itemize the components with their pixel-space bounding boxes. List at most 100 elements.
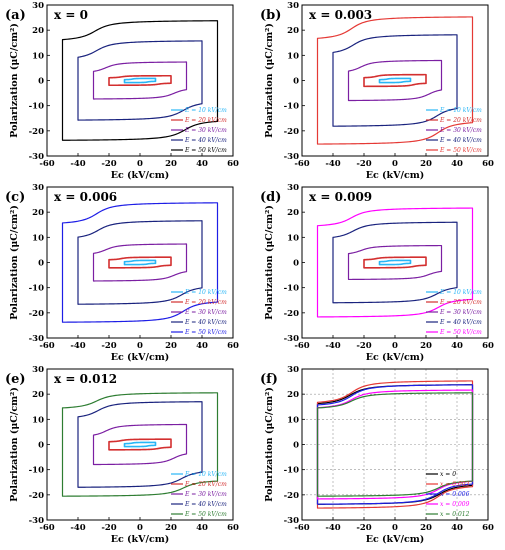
legend-entry: E = 50 kV/cm <box>439 329 482 336</box>
panel-label: (a) <box>5 8 26 23</box>
legend-entry: E = 50 kV/cm <box>184 329 227 336</box>
x-tick-label: 60 <box>227 159 239 169</box>
legend-entry: x = 0.009 <box>440 501 470 508</box>
series-line-2 <box>108 74 172 87</box>
x-tick-label: 60 <box>227 341 239 351</box>
x-tick-label: -20 <box>101 159 116 169</box>
series-line-1 <box>123 441 157 448</box>
y-tick-label: -10 <box>284 102 299 112</box>
y-tick-label: -30 <box>284 334 299 344</box>
panel-title: x = 0.012 <box>54 372 117 386</box>
x-tick-label: 0 <box>137 341 143 351</box>
y-axis-label: Polarization (μC/cm²) <box>264 387 275 502</box>
series-line-5 <box>61 20 219 141</box>
y-axis-label: Polarization (μC/cm²) <box>264 205 275 320</box>
x-axis-label: Ec (kV/cm) <box>366 534 425 545</box>
y-tick-label: -30 <box>29 334 44 344</box>
x-tick-label: -40 <box>70 523 85 533</box>
legend-entry: E = 20 kV/cm <box>184 299 227 306</box>
x-axis-label: Ec (kV/cm) <box>111 352 170 363</box>
y-tick-label: -20 <box>284 127 299 137</box>
x-axis-label: Ec (kV/cm) <box>366 352 425 363</box>
y-tick-label: -10 <box>284 284 299 294</box>
y-tick-label: 20 <box>287 390 299 400</box>
y-tick-label: 10 <box>32 415 44 425</box>
legend-entry: E = 40 kV/cm <box>184 319 227 326</box>
series-line-5 <box>61 202 219 323</box>
series-line-4 <box>316 389 474 500</box>
x-tick-label: 60 <box>227 523 239 533</box>
series-line-5 <box>316 16 474 145</box>
legend-entry: E = 40 kV/cm <box>439 137 482 144</box>
x-tick-label: 0 <box>137 159 143 169</box>
x-tick-label: 20 <box>165 341 177 351</box>
legend-entry: E = 30 kV/cm <box>184 309 227 316</box>
y-tick-label: 0 <box>38 441 44 451</box>
y-tick-label: 30 <box>287 183 299 193</box>
x-tick-label: 40 <box>451 341 463 351</box>
x-tick-label: -20 <box>101 341 116 351</box>
series-line-1 <box>123 259 157 266</box>
y-tick-label: -20 <box>29 491 44 501</box>
legend-entry: E = 50 kV/cm <box>439 147 482 154</box>
x-axis-label: Ec (kV/cm) <box>111 534 170 545</box>
series-line-3 <box>347 59 443 102</box>
y-tick-label: 0 <box>293 259 299 269</box>
y-tick-label: -20 <box>284 491 299 501</box>
x-tick-label: -20 <box>101 523 116 533</box>
legend-entry: E = 10 kV/cm <box>439 107 482 114</box>
panel-title: x = 0.006 <box>54 190 117 204</box>
series-line-5 <box>316 207 474 318</box>
x-tick-label: 60 <box>482 159 494 169</box>
legend-entry: E = 20 kV/cm <box>439 117 482 124</box>
x-tick-label: -20 <box>356 523 371 533</box>
y-tick-label: 10 <box>287 51 299 61</box>
panel-label: (e) <box>5 372 26 387</box>
legend-entry: x = 0.012 <box>440 511 470 518</box>
x-tick-label: -40 <box>325 341 340 351</box>
legend-entry: E = 20 kV/cm <box>184 117 227 124</box>
x-tick-label: 40 <box>451 159 463 169</box>
y-axis-label: Polarization (μC/cm²) <box>9 205 20 320</box>
series-line-2 <box>108 438 172 451</box>
series-line-5 <box>316 392 474 497</box>
y-tick-label: -20 <box>29 127 44 137</box>
series-line-4 <box>332 221 458 304</box>
x-tick-label: 20 <box>165 159 177 169</box>
y-tick-label: -20 <box>284 309 299 319</box>
y-axis-label: Polarization (μC/cm²) <box>9 387 20 502</box>
y-tick-label: -30 <box>29 516 44 526</box>
y-tick-label: -20 <box>29 309 44 319</box>
legend-entry: x = 0.003 <box>440 481 470 488</box>
panel-title: x = 0.003 <box>309 8 372 22</box>
y-tick-label: 0 <box>38 77 44 87</box>
x-tick-label: -60 <box>294 159 309 169</box>
y-tick-label: 30 <box>32 183 44 193</box>
series-line-4 <box>77 401 203 488</box>
series-line-1 <box>378 77 412 84</box>
legend-entry: E = 30 kV/cm <box>184 491 227 498</box>
y-tick-label: 30 <box>287 365 299 375</box>
x-tick-label: -60 <box>294 523 309 533</box>
series-line-4 <box>332 34 458 127</box>
chart-panel-3: -60 -40 -20 0 20 40 60 -30 -20 -10 0 10 20 30 Ec (kV/c… <box>5 183 239 363</box>
x-axis-label: Ec (kV/cm) <box>111 170 170 181</box>
x-tick-label: -40 <box>325 523 340 533</box>
x-tick-label: -60 <box>39 159 54 169</box>
y-tick-label: 30 <box>32 1 44 11</box>
x-tick-label: 20 <box>420 341 432 351</box>
legend-entry: E = 50 kV/cm <box>184 147 227 154</box>
panel-title: x = 0 <box>54 8 88 22</box>
series-line-3 <box>92 423 188 466</box>
series-line-1 <box>123 77 157 84</box>
legend-entry: x = 0.006 <box>440 491 470 498</box>
x-tick-label: 40 <box>196 341 208 351</box>
panel-label: (d) <box>260 190 281 205</box>
series-line-2 <box>363 256 427 269</box>
y-tick-label: 10 <box>32 233 44 243</box>
x-tick-label: -60 <box>39 523 54 533</box>
x-tick-label: 40 <box>451 523 463 533</box>
x-tick-label: -40 <box>70 341 85 351</box>
legend-entry: E = 50 kV/cm <box>184 511 227 518</box>
